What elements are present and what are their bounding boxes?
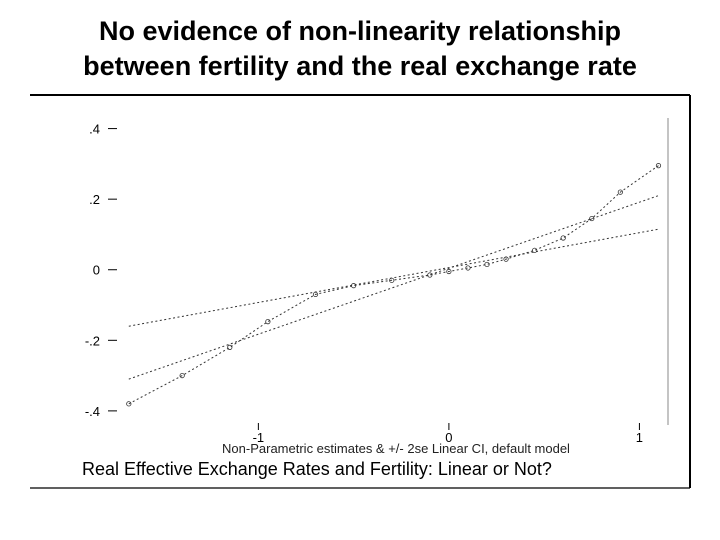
series-layer <box>126 163 662 407</box>
x-tick-label: -1 <box>253 430 265 445</box>
x-axis: -1 0 1 <box>253 423 643 445</box>
slide-title-line-1: No evidence of non-linearity relationshi… <box>98 16 622 46</box>
data-point <box>532 247 538 253</box>
series-line-2 <box>128 228 659 327</box>
x-tick-label: 0 <box>445 430 452 445</box>
data-point <box>655 163 662 169</box>
data-point <box>446 268 452 275</box>
data-point <box>227 344 233 350</box>
series-line-3 <box>128 195 659 380</box>
slide-title: No evidence of non-linearity relationshi… <box>0 14 720 84</box>
y-tick-label: .2 <box>89 192 100 207</box>
series-line-1 <box>128 165 659 405</box>
data-point <box>589 215 595 222</box>
data-point <box>126 401 132 407</box>
data-point <box>265 319 271 325</box>
y-axis: .4 .2 0 -.2 -.4 <box>85 122 117 419</box>
y-tick-label: -.4 <box>85 404 100 419</box>
chart-caption: Real Effective Exchange Rates and Fertil… <box>82 459 552 479</box>
data-point <box>484 261 490 268</box>
y-tick-label: -.2 <box>85 333 100 348</box>
chart-frame <box>30 94 691 489</box>
data-point <box>465 265 471 271</box>
x-tick-label: 1 <box>636 430 643 445</box>
x-axis-label: Non-Parametric estimates & +/- 2se Linea… <box>222 441 570 456</box>
data-point <box>427 272 433 278</box>
data-point <box>560 235 566 241</box>
data-point <box>617 189 623 195</box>
data-point <box>179 372 185 379</box>
y-tick-label: .4 <box>89 122 100 137</box>
slide-title-line-2: between fertility and the real exchange … <box>83 51 637 81</box>
y-tick-label: 0 <box>93 263 100 278</box>
